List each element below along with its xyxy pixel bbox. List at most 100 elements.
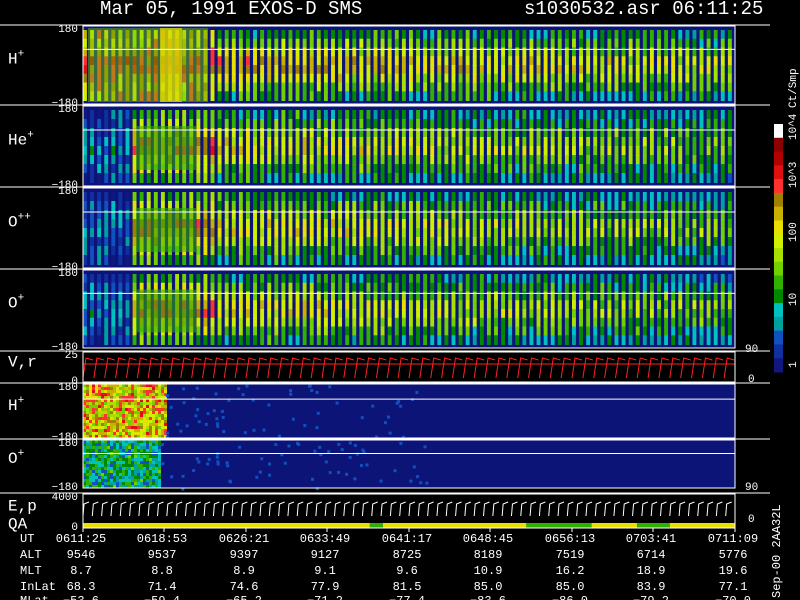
streak-cell xyxy=(529,30,534,40)
streak-cell xyxy=(628,219,633,229)
streak-cell xyxy=(217,65,222,75)
streak-cell xyxy=(515,219,520,229)
hot-cell xyxy=(134,405,137,408)
streak-cell xyxy=(352,73,357,84)
streak-cell xyxy=(139,38,144,49)
streak-cell xyxy=(564,219,569,229)
streak-cell xyxy=(281,326,286,337)
hot-speck xyxy=(195,457,199,461)
streak-cell xyxy=(281,255,286,265)
hot-cell xyxy=(125,449,128,452)
hot-cell xyxy=(143,432,146,435)
streak-cell xyxy=(373,291,378,302)
streak-cell xyxy=(281,82,286,93)
y-tick-top: 180 xyxy=(58,268,78,280)
streak-cell xyxy=(104,128,109,138)
hot-cell xyxy=(95,408,98,411)
streak-cell xyxy=(657,282,661,293)
streak-cell xyxy=(685,210,690,220)
streak-cell xyxy=(210,164,215,174)
hot-cell xyxy=(137,467,140,470)
streak-cell xyxy=(642,137,647,147)
streak-cell xyxy=(657,47,661,58)
streak-cell xyxy=(281,219,286,229)
streak-cell xyxy=(394,282,399,293)
streak-cell xyxy=(246,173,250,183)
hot-cell xyxy=(98,467,101,470)
streak-cell xyxy=(302,228,307,238)
streak-cell xyxy=(642,164,647,174)
hot-cell xyxy=(104,443,107,446)
streak-cell xyxy=(543,30,548,40)
hot-cell xyxy=(110,402,113,405)
streak-cell xyxy=(104,91,109,101)
streak-cell xyxy=(508,210,513,220)
colorbar-swatch xyxy=(774,303,783,318)
streak-cell xyxy=(260,110,265,120)
streak-cell xyxy=(486,282,491,293)
streak-cell xyxy=(727,146,732,156)
streak-cell xyxy=(359,335,364,345)
hot-cell xyxy=(104,429,107,432)
hot-cell xyxy=(128,485,131,488)
streak-cell xyxy=(423,237,428,247)
streak-cell xyxy=(649,219,654,229)
streak-cell xyxy=(246,73,250,84)
streak-cell xyxy=(373,255,378,265)
streak-cell xyxy=(231,317,236,328)
streak-cell xyxy=(146,192,151,202)
streak-cell xyxy=(246,65,250,75)
streak-cell xyxy=(720,210,725,220)
streak-cell xyxy=(713,291,718,302)
streak-cell xyxy=(238,38,243,49)
streak-cell xyxy=(316,237,321,247)
streak-cell xyxy=(316,65,321,75)
streak-cell xyxy=(288,274,293,284)
streak-cell xyxy=(345,317,350,328)
footer-value: −70.0 xyxy=(715,594,751,600)
hot-cell xyxy=(92,443,95,446)
streak-cell xyxy=(600,309,605,319)
hot-cell xyxy=(143,393,146,396)
hot-cell xyxy=(137,446,140,449)
hot-speck xyxy=(289,392,293,396)
streak-cell xyxy=(706,300,711,310)
streak-cell xyxy=(727,82,732,93)
streak-cell xyxy=(685,282,690,293)
streak-cell xyxy=(486,47,491,58)
streak-cell xyxy=(281,155,286,165)
streak-cell xyxy=(678,128,683,138)
streak-cell xyxy=(451,128,456,138)
hot-cell xyxy=(143,449,146,452)
streak-cell xyxy=(345,219,350,229)
streak-cell xyxy=(607,192,612,202)
streak-cell xyxy=(543,246,548,256)
streak-cell xyxy=(104,137,109,147)
streak-cell xyxy=(437,228,442,238)
streak-cell xyxy=(486,173,491,183)
streak-cell xyxy=(409,119,413,129)
panel-3: O++ xyxy=(0,186,770,269)
streak-cell xyxy=(316,282,321,293)
hot-cell xyxy=(140,426,143,429)
streak-cell xyxy=(231,274,236,284)
streak-cell xyxy=(423,56,428,66)
colorbar-swatch xyxy=(774,248,783,263)
streak-cell xyxy=(246,91,250,101)
footer-value: 85.0 xyxy=(556,580,585,594)
streak-cell xyxy=(373,317,378,328)
streak-cell xyxy=(657,73,661,84)
streak-cell xyxy=(97,335,102,345)
hot-cell xyxy=(134,414,137,417)
streak-cell xyxy=(508,255,513,265)
streak-cell xyxy=(600,164,605,174)
hot-cell xyxy=(125,461,128,464)
hot-cell xyxy=(146,396,149,399)
streak-cell xyxy=(146,73,151,84)
streak-cell xyxy=(430,326,435,337)
streak-cell xyxy=(671,73,676,84)
hot-cell xyxy=(128,443,131,446)
hot-cell xyxy=(86,411,89,414)
streak-cell xyxy=(628,65,633,75)
streak-cell xyxy=(529,291,534,302)
